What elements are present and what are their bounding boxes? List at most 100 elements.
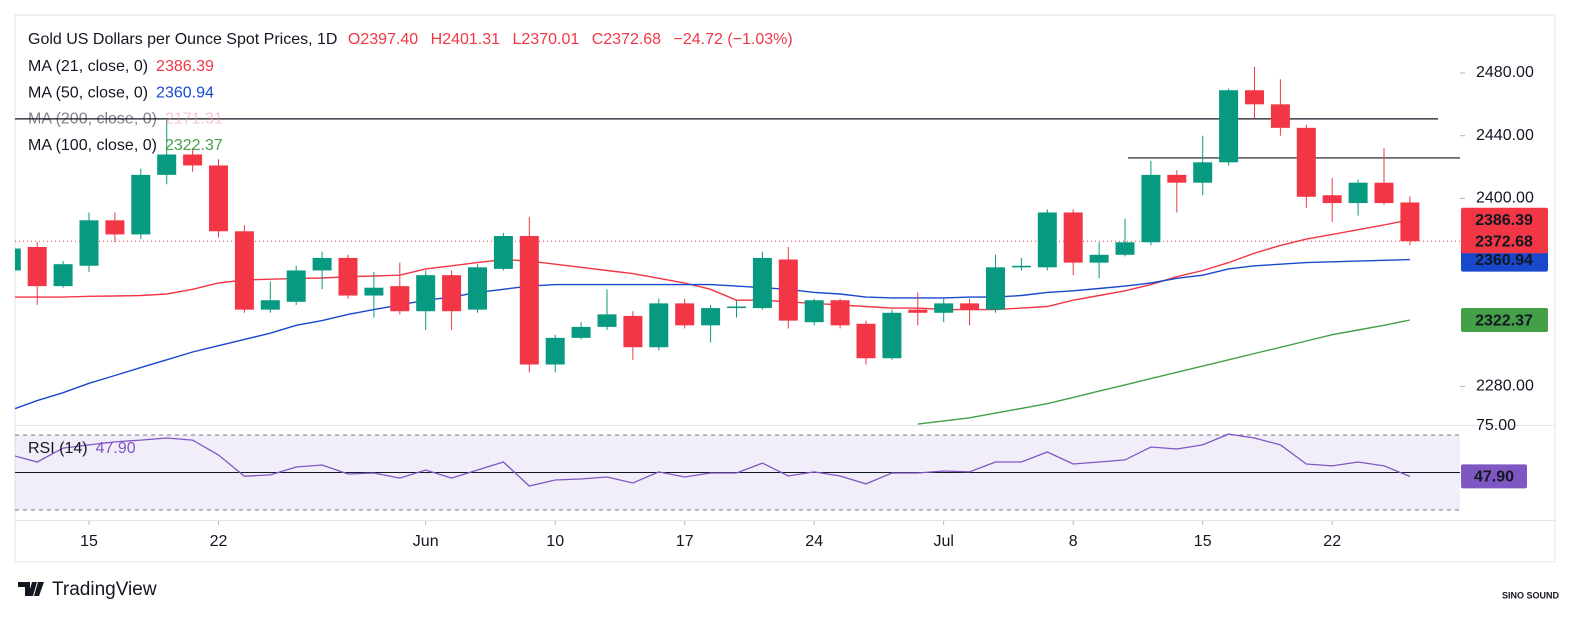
price-badge-label: 2386.39: [1475, 212, 1533, 229]
candle-body: [882, 312, 902, 359]
candle-body: [131, 174, 151, 235]
candle-body: [1193, 162, 1213, 183]
price-badge: [1461, 229, 1548, 254]
y-tick-label: 2400.00: [1476, 190, 1534, 207]
frame: [14, 14, 1556, 563]
candle-body: [27, 246, 47, 287]
legend-entry: MA (200, close, 0) 2171.31: [28, 111, 223, 128]
y-tick-label: 2440.00: [1476, 127, 1534, 144]
candle-body: [312, 257, 332, 271]
price-badge-label: 2372.68: [1475, 233, 1533, 250]
x-tick-label: 22: [210, 533, 228, 550]
candle-body: [234, 231, 254, 310]
candle-body: [493, 235, 513, 269]
legend-entry: MA (50, close, 0) 2360.94: [28, 85, 214, 102]
candle-body: [286, 270, 306, 302]
candle-body: [468, 267, 487, 310]
chart-title: Gold US Dollars per Ounce Spot Prices, 1…: [28, 31, 337, 48]
rsi-pane: [15, 433, 1460, 511]
rsi-line: [15, 433, 1411, 487]
candle-body: [1270, 104, 1290, 128]
candle-body: [390, 286, 410, 312]
candle-body: [856, 323, 876, 359]
x-tick-label: 24: [805, 533, 823, 550]
candle-body: [1141, 174, 1161, 243]
rsi-badge-label: 47.90: [1474, 469, 1514, 486]
candle-body: [157, 154, 177, 175]
candle-body: [1322, 195, 1342, 204]
footer: TradingView SINO SOUND: [18, 579, 1560, 600]
watermark: SINO SOUND: [1502, 590, 1560, 600]
candle-body: [364, 287, 384, 296]
brand: TradingView: [52, 579, 157, 600]
y-tick-label: 2280.00: [1476, 378, 1534, 395]
legend-value: 2171.31: [165, 111, 223, 128]
overlay: 2480.00 2440.00 2400.00 2280.00 15 22 Jun 10 17 2…: [28, 58, 1548, 550]
candle-body: [727, 306, 746, 309]
header: Gold US Dollars per Ounce Spot Prices, 1…: [28, 31, 793, 48]
candle-body: [908, 309, 928, 313]
price-badge: [1461, 207, 1548, 232]
legend-name: MA (200, close, 0): [28, 111, 157, 128]
ohlc-low: L2370.01: [513, 31, 580, 48]
candle-body: [105, 220, 125, 235]
candle-body: [338, 257, 358, 296]
candle-body: [675, 303, 695, 326]
x-tick-label: Jul: [933, 533, 953, 550]
rsi-tick-label: 75.00: [1476, 417, 1516, 434]
candle-body: [209, 165, 228, 232]
rsi-title: RSI (14): [28, 440, 88, 457]
price-badge-label: 2360.94: [1475, 252, 1533, 269]
y-tick-label: 2480.00: [1476, 64, 1534, 81]
ma-line: [15, 258, 1410, 410]
candle-body: [571, 326, 591, 338]
candle-body: [778, 259, 798, 321]
candle-body: [53, 264, 73, 287]
legend-name: MA (50, close, 0): [28, 85, 148, 102]
candle-body: [986, 267, 1005, 310]
rsi-legend: RSI (14) 47.90: [28, 440, 136, 457]
candle-body: [1374, 182, 1394, 204]
candle-body: [597, 314, 617, 327]
legend-name: MA (21, close, 0): [28, 58, 148, 75]
rsi-value: 47.90: [96, 440, 136, 457]
price-pane: [15, 66, 1460, 425]
x-tick-label: Jun: [413, 533, 439, 550]
candle-body: [519, 235, 539, 365]
ohlc-open: O2397.40: [348, 31, 418, 48]
candle-body: [1089, 254, 1109, 263]
candle-body: [416, 275, 436, 312]
candle-body: [1348, 182, 1368, 204]
logo: [18, 582, 44, 596]
price-badge-label: 2322.37: [1475, 312, 1533, 329]
candle-body: [260, 300, 280, 310]
candle-body: [1011, 265, 1031, 268]
candle-body: [15, 248, 21, 271]
candle-body: [1115, 242, 1135, 255]
ma-line: [917, 319, 1411, 425]
legend-value: 2386.39: [156, 58, 214, 75]
rsi-badge: [1461, 464, 1527, 489]
candle-body: [830, 300, 850, 326]
candle-body: [649, 303, 669, 348]
x-tick-label: 17: [676, 533, 694, 550]
price-badge: [1461, 247, 1548, 272]
x-tick-label: 8: [1069, 533, 1078, 550]
candle-body: [1037, 212, 1057, 268]
change: −24.72 (−1.03%): [674, 31, 793, 48]
candle-body: [934, 303, 954, 313]
candle-body: [1245, 90, 1264, 105]
candle-body: [960, 303, 980, 310]
x-tick-label: 15: [80, 533, 98, 550]
candle-body: [442, 275, 462, 312]
legend-entry: MA (100, close, 0) 2322.37: [28, 137, 223, 154]
candle-body: [183, 154, 203, 166]
candle-body: [752, 257, 772, 309]
legend-name: MA (100, close, 0): [28, 137, 157, 154]
candle-body: [1063, 212, 1083, 263]
candle-body: [1296, 127, 1316, 197]
candle-body: [804, 300, 824, 323]
candle-body: [623, 315, 643, 348]
legend-value: 2322.37: [165, 137, 223, 154]
